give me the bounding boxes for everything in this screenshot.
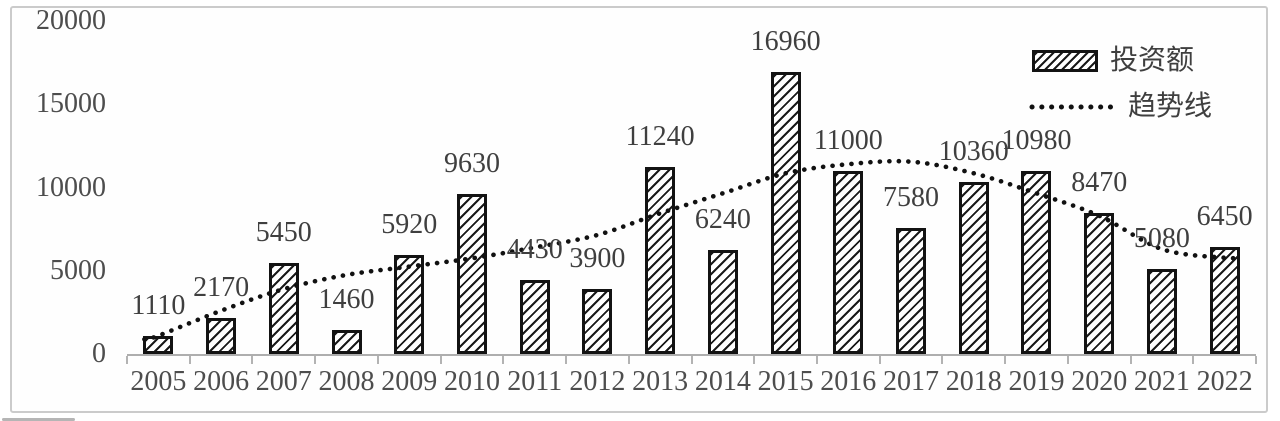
legend-label-investment: 投资额 bbox=[1110, 45, 1195, 76]
tick-mark bbox=[376, 356, 379, 364]
tick-mark bbox=[627, 356, 630, 364]
bar-data-label: 8470 bbox=[1071, 166, 1128, 198]
x-axis-label: 2013 bbox=[632, 366, 689, 397]
tick-mark bbox=[1255, 356, 1257, 364]
x-axis-label: 2010 bbox=[443, 366, 500, 397]
bar-data-label: 10980 bbox=[1001, 125, 1072, 157]
bar-data-label: 3900 bbox=[569, 243, 626, 275]
x-axis-label: 2022 bbox=[1196, 366, 1253, 397]
legend-label-trend: 趋势线 bbox=[1128, 91, 1213, 122]
x-axis-label: 2018 bbox=[945, 366, 1002, 397]
bar-data-label: 1460 bbox=[318, 283, 375, 315]
x-axis-label: 2011 bbox=[507, 366, 563, 397]
tick-mark bbox=[815, 356, 818, 364]
x-axis-label: 2007 bbox=[255, 366, 312, 397]
bar-data-label: 6240 bbox=[694, 204, 751, 236]
tick-mark bbox=[941, 356, 944, 364]
x-axis-label: 2021 bbox=[1133, 366, 1190, 397]
tick-mark bbox=[1192, 356, 1195, 364]
bar-data-label: 6450 bbox=[1196, 200, 1253, 232]
bar-data-label: 2170 bbox=[193, 271, 250, 303]
x-axis-label: 2016 bbox=[820, 366, 877, 397]
bar bbox=[1209, 246, 1240, 354]
x-axis-label: 2019 bbox=[1008, 366, 1065, 397]
tick-mark bbox=[251, 356, 254, 364]
x-axis-label: 2012 bbox=[569, 366, 626, 397]
x-axis-label: 2020 bbox=[1071, 366, 1128, 397]
bar-data-label: 11240 bbox=[625, 120, 695, 152]
bar-data-label: 5450 bbox=[255, 217, 312, 249]
hatched-rectangle-icon bbox=[1032, 50, 1098, 72]
dotted-line-icon bbox=[1029, 104, 1115, 110]
bar-data-label: 16960 bbox=[750, 25, 821, 57]
x-axis-label: 2005 bbox=[130, 366, 187, 397]
x-axis-label: 2014 bbox=[694, 366, 751, 397]
bar bbox=[331, 329, 362, 354]
bar bbox=[206, 317, 237, 354]
y-axis-label: 15000 bbox=[36, 88, 106, 120]
bar bbox=[1146, 269, 1177, 354]
bar-data-label: 7580 bbox=[883, 181, 940, 213]
y-axis-label: 0 bbox=[92, 338, 106, 369]
tick-mark bbox=[439, 356, 442, 364]
cropped-element-edge bbox=[2, 418, 75, 421]
x-axis-label: 2006 bbox=[193, 366, 250, 397]
bar-data-label: 9630 bbox=[443, 147, 500, 179]
x-axis-label: 2008 bbox=[318, 366, 375, 397]
y-axis-label: 10000 bbox=[36, 171, 106, 203]
bar bbox=[1021, 171, 1052, 354]
tick-mark bbox=[502, 356, 505, 364]
legend-item-trend: 趋势线 bbox=[1028, 91, 1212, 123]
x-axis-label: 2009 bbox=[381, 366, 438, 397]
tick-mark bbox=[1066, 356, 1069, 364]
bar bbox=[519, 280, 550, 354]
y-axis-label: 20000 bbox=[36, 5, 106, 36]
x-axis-label: 2015 bbox=[757, 366, 814, 397]
bar-data-label: 11000 bbox=[813, 124, 883, 156]
tick-mark bbox=[126, 356, 128, 364]
bar bbox=[896, 227, 927, 354]
tick-mark bbox=[690, 356, 693, 364]
tick-mark bbox=[188, 356, 191, 364]
bar bbox=[582, 289, 613, 354]
tick-mark bbox=[565, 356, 568, 364]
tick-mark bbox=[314, 356, 317, 364]
tick-mark bbox=[1004, 356, 1007, 364]
x-axis-label: 2017 bbox=[883, 366, 940, 397]
bar-data-label: 5920 bbox=[381, 209, 438, 241]
x-axis-line bbox=[127, 354, 1256, 356]
bar bbox=[143, 335, 174, 354]
tick-mark bbox=[1129, 356, 1132, 364]
legend-item-investment: 投资额 bbox=[1032, 45, 1194, 77]
y-axis-label: 5000 bbox=[50, 254, 106, 286]
tick-mark bbox=[878, 356, 881, 364]
bar bbox=[707, 250, 738, 354]
tick-mark bbox=[753, 356, 756, 364]
